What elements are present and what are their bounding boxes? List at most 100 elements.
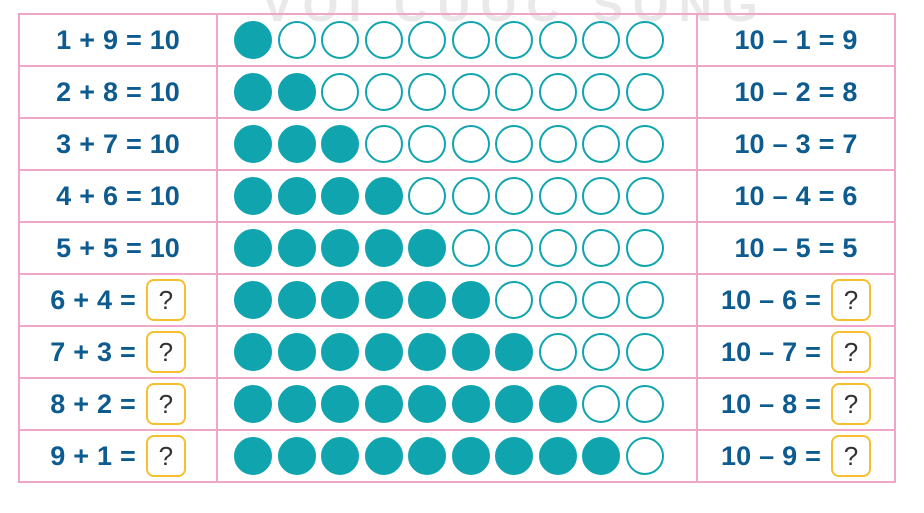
empty-circle-icon: [495, 21, 533, 59]
filled-circle-icon: [451, 385, 490, 423]
answer-box[interactable]: ?: [145, 383, 186, 425]
filled-circle-icon: [277, 281, 316, 319]
answer-box[interactable]: ?: [830, 331, 871, 373]
subtraction-equation: 10–8 =?: [698, 383, 894, 425]
empty-circle-icon: [625, 21, 664, 59]
subtraction-cell: 10–3 = 7: [696, 117, 896, 171]
filled-circle-icon: [408, 385, 446, 423]
subtraction-equation: 10–4 = 6: [698, 181, 894, 212]
empty-circle-icon: [538, 73, 577, 111]
table-row: 8 +2 =? 10–8 =?: [18, 377, 896, 431]
filled-circle-icon: [321, 229, 359, 267]
addition-cell: 3 +7 = 10: [18, 117, 218, 171]
operator: =: [818, 180, 835, 211]
operand: 3: [56, 128, 72, 159]
empty-circle-icon: [538, 125, 577, 163]
table-row: 4 +6 = 10 10–4 = 6: [18, 169, 896, 223]
table-row: 2 +8 = 10 10–2 = 8: [18, 65, 896, 119]
filled-circle-icon: [234, 333, 272, 371]
operand: 10: [734, 76, 765, 107]
filled-circle-icon: [277, 437, 316, 475]
operator: =: [120, 336, 136, 367]
filled-circle-icon: [321, 281, 359, 319]
answer-box[interactable]: ?: [145, 331, 186, 373]
dots-cell: [216, 325, 698, 379]
empty-circle-icon: [364, 21, 403, 59]
filled-circle-icon: [495, 333, 533, 371]
operator: =: [818, 128, 835, 159]
empty-circle-icon: [582, 21, 620, 59]
operand: 4: [97, 284, 113, 315]
subtraction-cell: 10–5 = 5: [696, 221, 896, 275]
operand: 1: [795, 24, 811, 55]
filled-circle-icon: [451, 333, 490, 371]
operator: +: [79, 180, 95, 211]
operand: 9: [782, 440, 798, 471]
empty-circle-icon: [538, 333, 577, 371]
subtraction-cell: 10–6 =?: [696, 273, 896, 327]
table-row: 6 +4 =? 10–6 =?: [18, 273, 896, 327]
addition-equation: 5 +5 = 10: [20, 233, 216, 264]
answer-box[interactable]: ?: [830, 279, 871, 321]
operand: 2: [795, 76, 811, 107]
addition-equation: 4 +6 = 10: [20, 181, 216, 212]
empty-circle-icon: [364, 73, 403, 111]
filled-circle-icon: [234, 73, 272, 111]
empty-circle-icon: [625, 125, 664, 163]
operator: –: [759, 388, 775, 419]
operator: =: [120, 440, 136, 471]
subtraction-equation: 10–9 =?: [698, 435, 894, 477]
filled-circle-icon: [321, 385, 359, 423]
table-row: 3 +7 = 10 10–3 = 7: [18, 117, 896, 171]
filled-circle-icon: [364, 333, 403, 371]
addition-cell: 6 +4 =?: [18, 273, 218, 327]
empty-circle-icon: [408, 177, 446, 215]
result: 10: [149, 232, 180, 263]
operand: 10: [734, 24, 765, 55]
filled-circle-icon: [582, 437, 620, 475]
filled-circle-icon: [234, 437, 272, 475]
answer-box[interactable]: ?: [830, 435, 871, 477]
answer-box[interactable]: ?: [145, 435, 186, 477]
empty-circle-icon: [625, 437, 664, 475]
subtraction-equation: 10–5 = 5: [698, 233, 894, 264]
filled-circle-icon: [364, 385, 403, 423]
answer-box[interactable]: ?: [145, 279, 186, 321]
operand: 9: [50, 440, 66, 471]
operator: =: [126, 76, 142, 107]
empty-circle-icon: [625, 177, 664, 215]
filled-circle-icon: [321, 177, 359, 215]
filled-circle-icon: [277, 125, 316, 163]
empty-circle-icon: [538, 21, 577, 59]
empty-circle-icon: [582, 125, 620, 163]
filled-circle-icon: [321, 437, 359, 475]
subtraction-equation: 10–3 = 7: [698, 129, 894, 160]
subtraction-cell: 10–4 = 6: [696, 169, 896, 223]
operand: 10: [734, 180, 765, 211]
addition-equation: 7 +3 =?: [20, 331, 216, 373]
answer-box[interactable]: ?: [830, 383, 871, 425]
result: 8: [842, 76, 858, 107]
empty-circle-icon: [625, 73, 664, 111]
operator: –: [759, 440, 775, 471]
operand: 10: [721, 388, 752, 419]
operator: +: [79, 232, 95, 263]
dots-cell: [216, 429, 698, 483]
filled-circle-icon: [408, 437, 446, 475]
operand: 7: [102, 128, 118, 159]
subtraction-cell: 10–7 =?: [696, 325, 896, 379]
operator: =: [120, 388, 136, 419]
subtraction-equation: 10–6 =?: [698, 279, 894, 321]
operator: =: [805, 284, 821, 315]
operator: =: [126, 128, 142, 159]
operand: 4: [795, 180, 811, 211]
operator: =: [126, 232, 142, 263]
dots-cell: [216, 13, 698, 67]
empty-circle-icon: [625, 229, 664, 267]
operand: 3: [97, 336, 113, 367]
empty-circle-icon: [625, 333, 664, 371]
filled-circle-icon: [277, 333, 316, 371]
empty-circle-icon: [495, 229, 533, 267]
operator: –: [772, 24, 788, 55]
operator: +: [79, 76, 95, 107]
